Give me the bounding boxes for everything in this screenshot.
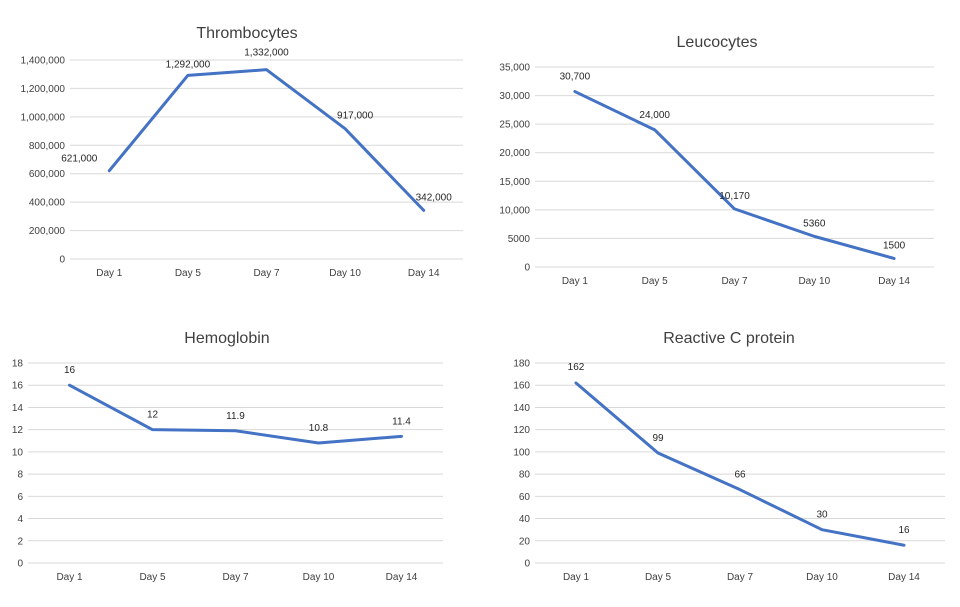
y-tick-label: 100 [513, 447, 530, 458]
series-line [68, 383, 403, 445]
y-tick-label: 200,000 [29, 226, 66, 237]
data-label: 1,292,000 [166, 59, 211, 70]
data-label: 162 [568, 362, 585, 373]
y-tick-label: 12 [12, 425, 24, 436]
y-tick-label: 35,000 [499, 63, 530, 74]
data-label: 10,170 [719, 191, 750, 202]
y-tick-label: 10 [12, 447, 24, 458]
y-tick-label: 6 [17, 492, 23, 503]
chart-title: Thrombocytes [196, 25, 297, 42]
y-tick-label: 160 [513, 381, 530, 392]
x-tick-label: Day 1 [563, 572, 590, 583]
data-label: 11.4 [392, 416, 411, 427]
x-tick-label: Day 1 [562, 276, 589, 287]
data-label: 24,000 [639, 110, 670, 121]
data-label: 99 [652, 433, 664, 444]
x-tick-label: Day 5 [139, 572, 166, 583]
y-tick-label: 5000 [508, 234, 531, 245]
data-label: 342,000 [416, 192, 453, 203]
y-tick-label: 25,000 [499, 120, 530, 131]
y-tick-label: 10,000 [499, 205, 530, 216]
series-line [574, 381, 906, 547]
data-label: 621,000 [61, 154, 98, 165]
reactive-c-protein-chart: Reactive C protein 0 20 40 60 80 100 120 140 160 1… [513, 330, 945, 583]
y-tick-label: 1,200,000 [21, 84, 66, 95]
series-line [573, 90, 896, 260]
y-tick-label: 20,000 [499, 148, 530, 159]
x-tick-label: Day 7 [721, 276, 748, 287]
y-tick-label: 180 [513, 359, 530, 370]
x-tick-label: Day 5 [645, 572, 672, 583]
y-tick-label: 14 [12, 403, 24, 414]
x-tick-label: Day 14 [408, 268, 440, 279]
data-label: 30 [816, 510, 828, 521]
data-label: 30,700 [560, 72, 591, 83]
x-tick-label: Day 14 [888, 572, 920, 583]
y-tick-label: 20 [519, 536, 531, 547]
x-tick-label: Day 14 [878, 276, 910, 287]
data-label: 11.9 [226, 411, 245, 422]
hemoglobin-chart: Hemoglobin 0 2 4 6 8 10 12 14 16 18 Day 1 Day 5 Day 7… [12, 330, 443, 583]
y-tick-label: 60 [519, 492, 531, 503]
x-tick-label: Day 10 [798, 276, 830, 287]
chart-title: Reactive C protein [663, 330, 795, 347]
y-tick-label: 0 [524, 559, 530, 570]
data-label: 1,332,000 [244, 48, 289, 59]
y-tick-label: 140 [513, 403, 530, 414]
y-tick-label: 16 [12, 381, 24, 392]
x-tick-label: Day 7 [222, 572, 249, 583]
x-tick-label: Day 5 [175, 268, 202, 279]
x-tick-label: Day 10 [806, 572, 838, 583]
x-tick-label: Day 14 [386, 572, 418, 583]
x-tick-label: Day 7 [727, 572, 754, 583]
y-tick-label: 1,400,000 [21, 56, 66, 67]
y-tick-label: 4 [17, 514, 23, 525]
data-label: 917,000 [337, 111, 374, 122]
x-tick-label: Day 10 [303, 572, 335, 583]
y-tick-label: 2 [17, 536, 23, 547]
data-label: 5360 [803, 218, 826, 229]
y-tick-label: 0 [17, 559, 23, 570]
x-tick-label: Day 10 [329, 268, 361, 279]
y-tick-label: 800,000 [29, 141, 66, 152]
x-tick-label: Day 7 [253, 268, 280, 279]
data-label: 12 [147, 410, 159, 421]
y-tick-label: 0 [59, 255, 65, 266]
y-tick-label: 80 [519, 470, 531, 481]
chart-title: Hemoglobin [184, 330, 269, 347]
data-label: 66 [734, 470, 746, 481]
data-label: 16 [64, 365, 76, 376]
y-tick-label: 40 [519, 514, 531, 525]
data-label: 16 [898, 525, 910, 536]
y-tick-label: 8 [17, 470, 23, 481]
y-tick-label: 0 [524, 263, 530, 274]
y-tick-label: 600,000 [29, 169, 66, 180]
thrombocytes-chart: Thrombocytes 0 200,000 400,000 600,000 800,00… [21, 25, 463, 279]
y-tick-label: 30,000 [499, 91, 530, 102]
y-tick-label: 15,000 [499, 177, 530, 188]
y-tick-label: 400,000 [29, 198, 66, 209]
y-tick-label: 120 [513, 425, 530, 436]
x-tick-label: Day 1 [96, 268, 123, 279]
y-tick-label: 1,000,000 [21, 112, 66, 123]
chart-title: Leucocytes [677, 34, 758, 51]
series-line [107, 68, 426, 212]
x-tick-label: Day 1 [56, 572, 83, 583]
y-tick-label: 18 [12, 359, 24, 370]
data-label: 10.8 [309, 423, 329, 434]
leucocytes-chart: Leucocytes 0 5000 10,000 15,000 20,000 25,000 3… [499, 34, 934, 287]
x-tick-label: Day 5 [642, 276, 669, 287]
data-label: 1500 [883, 240, 906, 251]
